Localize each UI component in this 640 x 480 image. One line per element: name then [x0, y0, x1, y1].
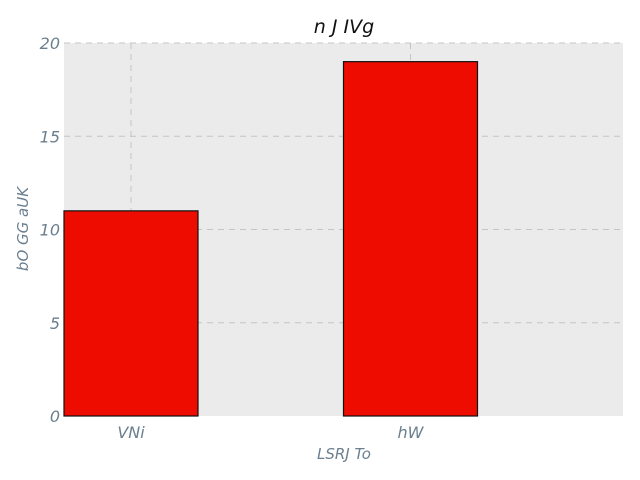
x-axis-label: LSRJ To — [317, 445, 371, 463]
y-tick-label: 0 — [50, 407, 60, 426]
x-tick-labels: VNi hW — [117, 423, 424, 442]
y-axis-label: bO GG aUK — [14, 186, 32, 271]
x-tick-label: hW — [398, 423, 425, 442]
y-tick-label: 5 — [50, 314, 60, 333]
y-tick-label: 20 — [40, 34, 60, 53]
bars — [63, 61, 479, 417]
bar — [342, 61, 479, 417]
chart-title: n J IVg — [314, 16, 374, 38]
x-tick-label: VNi — [117, 423, 145, 442]
bar — [63, 210, 199, 417]
y-tick-label: 10 — [40, 221, 60, 240]
y-tick-label: 15 — [40, 127, 60, 146]
y-tick-labels: 0 5 10 15 20 — [40, 34, 60, 426]
